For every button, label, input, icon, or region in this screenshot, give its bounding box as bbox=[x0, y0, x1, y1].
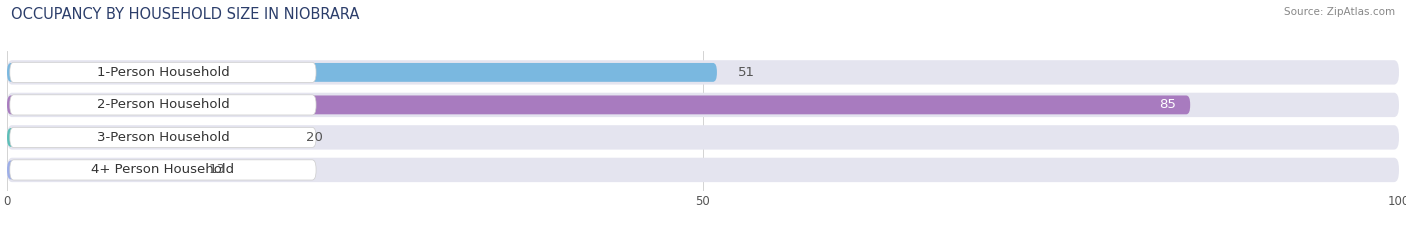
FancyBboxPatch shape bbox=[10, 127, 316, 147]
FancyBboxPatch shape bbox=[10, 62, 316, 82]
FancyBboxPatch shape bbox=[7, 161, 188, 179]
Text: 51: 51 bbox=[738, 66, 755, 79]
Text: 20: 20 bbox=[307, 131, 323, 144]
Text: 4+ Person Household: 4+ Person Household bbox=[91, 163, 235, 176]
Text: OCCUPANCY BY HOUSEHOLD SIZE IN NIOBRARA: OCCUPANCY BY HOUSEHOLD SIZE IN NIOBRARA bbox=[11, 7, 360, 22]
Text: 85: 85 bbox=[1160, 98, 1177, 111]
FancyBboxPatch shape bbox=[7, 158, 1399, 182]
FancyBboxPatch shape bbox=[10, 160, 316, 180]
Text: Source: ZipAtlas.com: Source: ZipAtlas.com bbox=[1284, 7, 1395, 17]
FancyBboxPatch shape bbox=[10, 95, 316, 115]
FancyBboxPatch shape bbox=[7, 93, 1399, 117]
FancyBboxPatch shape bbox=[7, 125, 1399, 150]
Text: 3-Person Household: 3-Person Household bbox=[97, 131, 229, 144]
FancyBboxPatch shape bbox=[7, 60, 1399, 85]
Text: 13: 13 bbox=[209, 163, 226, 176]
Text: 2-Person Household: 2-Person Household bbox=[97, 98, 229, 111]
Text: 1-Person Household: 1-Person Household bbox=[97, 66, 229, 79]
FancyBboxPatch shape bbox=[7, 128, 285, 147]
FancyBboxPatch shape bbox=[7, 96, 1191, 114]
FancyBboxPatch shape bbox=[7, 63, 717, 82]
